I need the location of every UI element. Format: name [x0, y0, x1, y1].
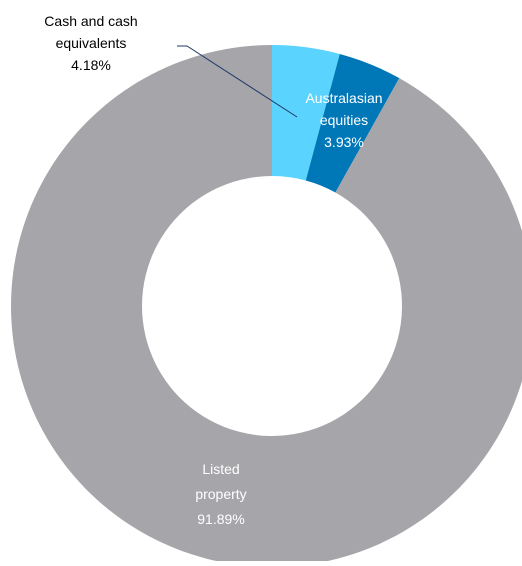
leader-line — [177, 45, 298, 118]
label-cash-and-cash-equivalents: Cash and cash equivalents 4.18% — [44, 13, 137, 73]
labels-group: Cash and cash equivalents 4.18% Australasia… — [44, 13, 382, 527]
slice-name-label: Cash and cash — [44, 13, 137, 29]
slice-name-label: Listed — [202, 461, 239, 477]
slice-cash-and-cash-equivalents — [272, 45, 340, 181]
slice-australasian-equities — [305, 53, 400, 193]
slice-name-label: equivalents — [56, 35, 127, 51]
slice-value-label: 4.18% — [71, 57, 111, 73]
slice-name-label: Australasian — [305, 90, 382, 106]
slice-name-label: property — [195, 486, 246, 502]
slice-value-label: 91.89% — [197, 511, 244, 527]
slice-value-label: 3.93% — [324, 134, 364, 150]
slice-name-label: equities — [320, 112, 368, 128]
label-australasian-equities: Australasian equities 3.93% — [305, 90, 382, 150]
slices-group — [11, 45, 522, 566]
leader-lines-group — [177, 45, 298, 118]
label-listed-property: Listed property 91.89% — [195, 461, 246, 527]
slice-listed-property — [11, 45, 522, 566]
